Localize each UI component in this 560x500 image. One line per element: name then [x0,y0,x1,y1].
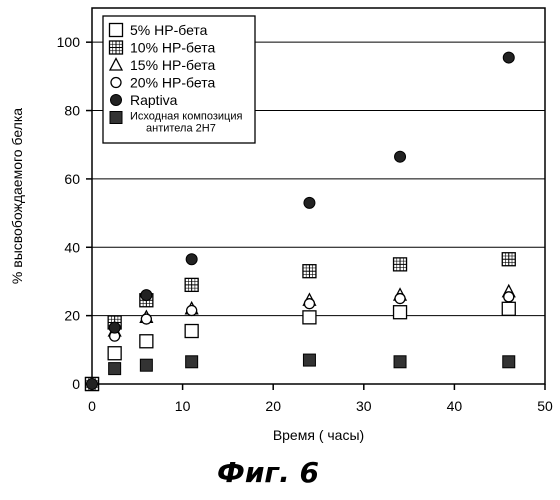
legend-label: Raptiva [130,92,178,108]
y-tick-label: 20 [64,308,80,324]
data-point-circle-open [187,306,197,316]
data-point-circle-filled [109,322,120,333]
data-point-square-cross [394,258,407,271]
x-tick-label: 20 [265,398,281,414]
legend-label-line1: Исходная композиция [130,111,242,123]
legend-label: 15% НР-бета [130,57,215,73]
data-point-square-open [303,311,316,324]
y-tick-label: 100 [57,34,81,50]
legend-label: 10% НР-бета [130,40,215,56]
data-point-square-filled [394,356,406,368]
data-point-square-filled [303,354,315,366]
data-point-square-open [502,302,515,315]
data-point-circle-filled [141,290,152,301]
y-tick-label: 40 [64,239,80,255]
data-point-square-filled [186,356,198,368]
legend-label: 5% НР-бета [130,22,208,38]
data-point-square-filled [109,363,121,375]
legend-label-line2: антитела 2H7 [146,123,216,135]
legend-marker-square-filled [110,112,122,124]
data-point-square-cross [185,278,198,291]
data-point-circle-open [141,314,151,324]
y-tick-label: 80 [64,103,80,119]
x-tick-label: 10 [175,398,191,414]
y-tick-label: 60 [64,171,80,187]
data-point-circle-filled [395,151,406,162]
y-axis-title: % высвобождаемого белка [9,108,25,284]
data-point-circle-open [395,294,405,304]
data-point-square-open [108,347,121,360]
data-point-circle-open [304,299,314,309]
x-tick-label: 40 [447,398,463,414]
data-point-square-cross [502,253,515,266]
data-point-circle-open [504,292,514,302]
data-point-square-filled [503,356,515,368]
x-tick-label: 50 [537,398,553,414]
data-point-circle-filled [503,52,514,63]
data-point-circle-filled [186,254,197,265]
legend-marker-square-cross [110,41,123,54]
data-point-square-open [185,325,198,338]
legend-marker-circle-filled [111,95,122,106]
legend-marker-circle-open [111,78,121,88]
x-tick-label: 0 [88,398,96,414]
legend: 5% НР-бета 10% НР-бета15% НР-бета 20% НР-б… [103,16,255,143]
data-point-square-open [140,335,153,348]
y-tick-label: 0 [72,376,80,392]
legend-marker-square-open [110,24,123,37]
data-point-square-cross [303,265,316,278]
figure-caption: Фиг. 6 [217,456,319,489]
data-point-square-open [394,306,407,319]
legend-label: 20% НР-бета [130,75,215,91]
data-point-square-filled [140,359,152,371]
data-point-circle-filled [304,197,315,208]
x-axis-title: Время ( часы) [273,427,364,443]
data-point-circle-filled [87,379,98,390]
x-tick-label: 30 [356,398,372,414]
